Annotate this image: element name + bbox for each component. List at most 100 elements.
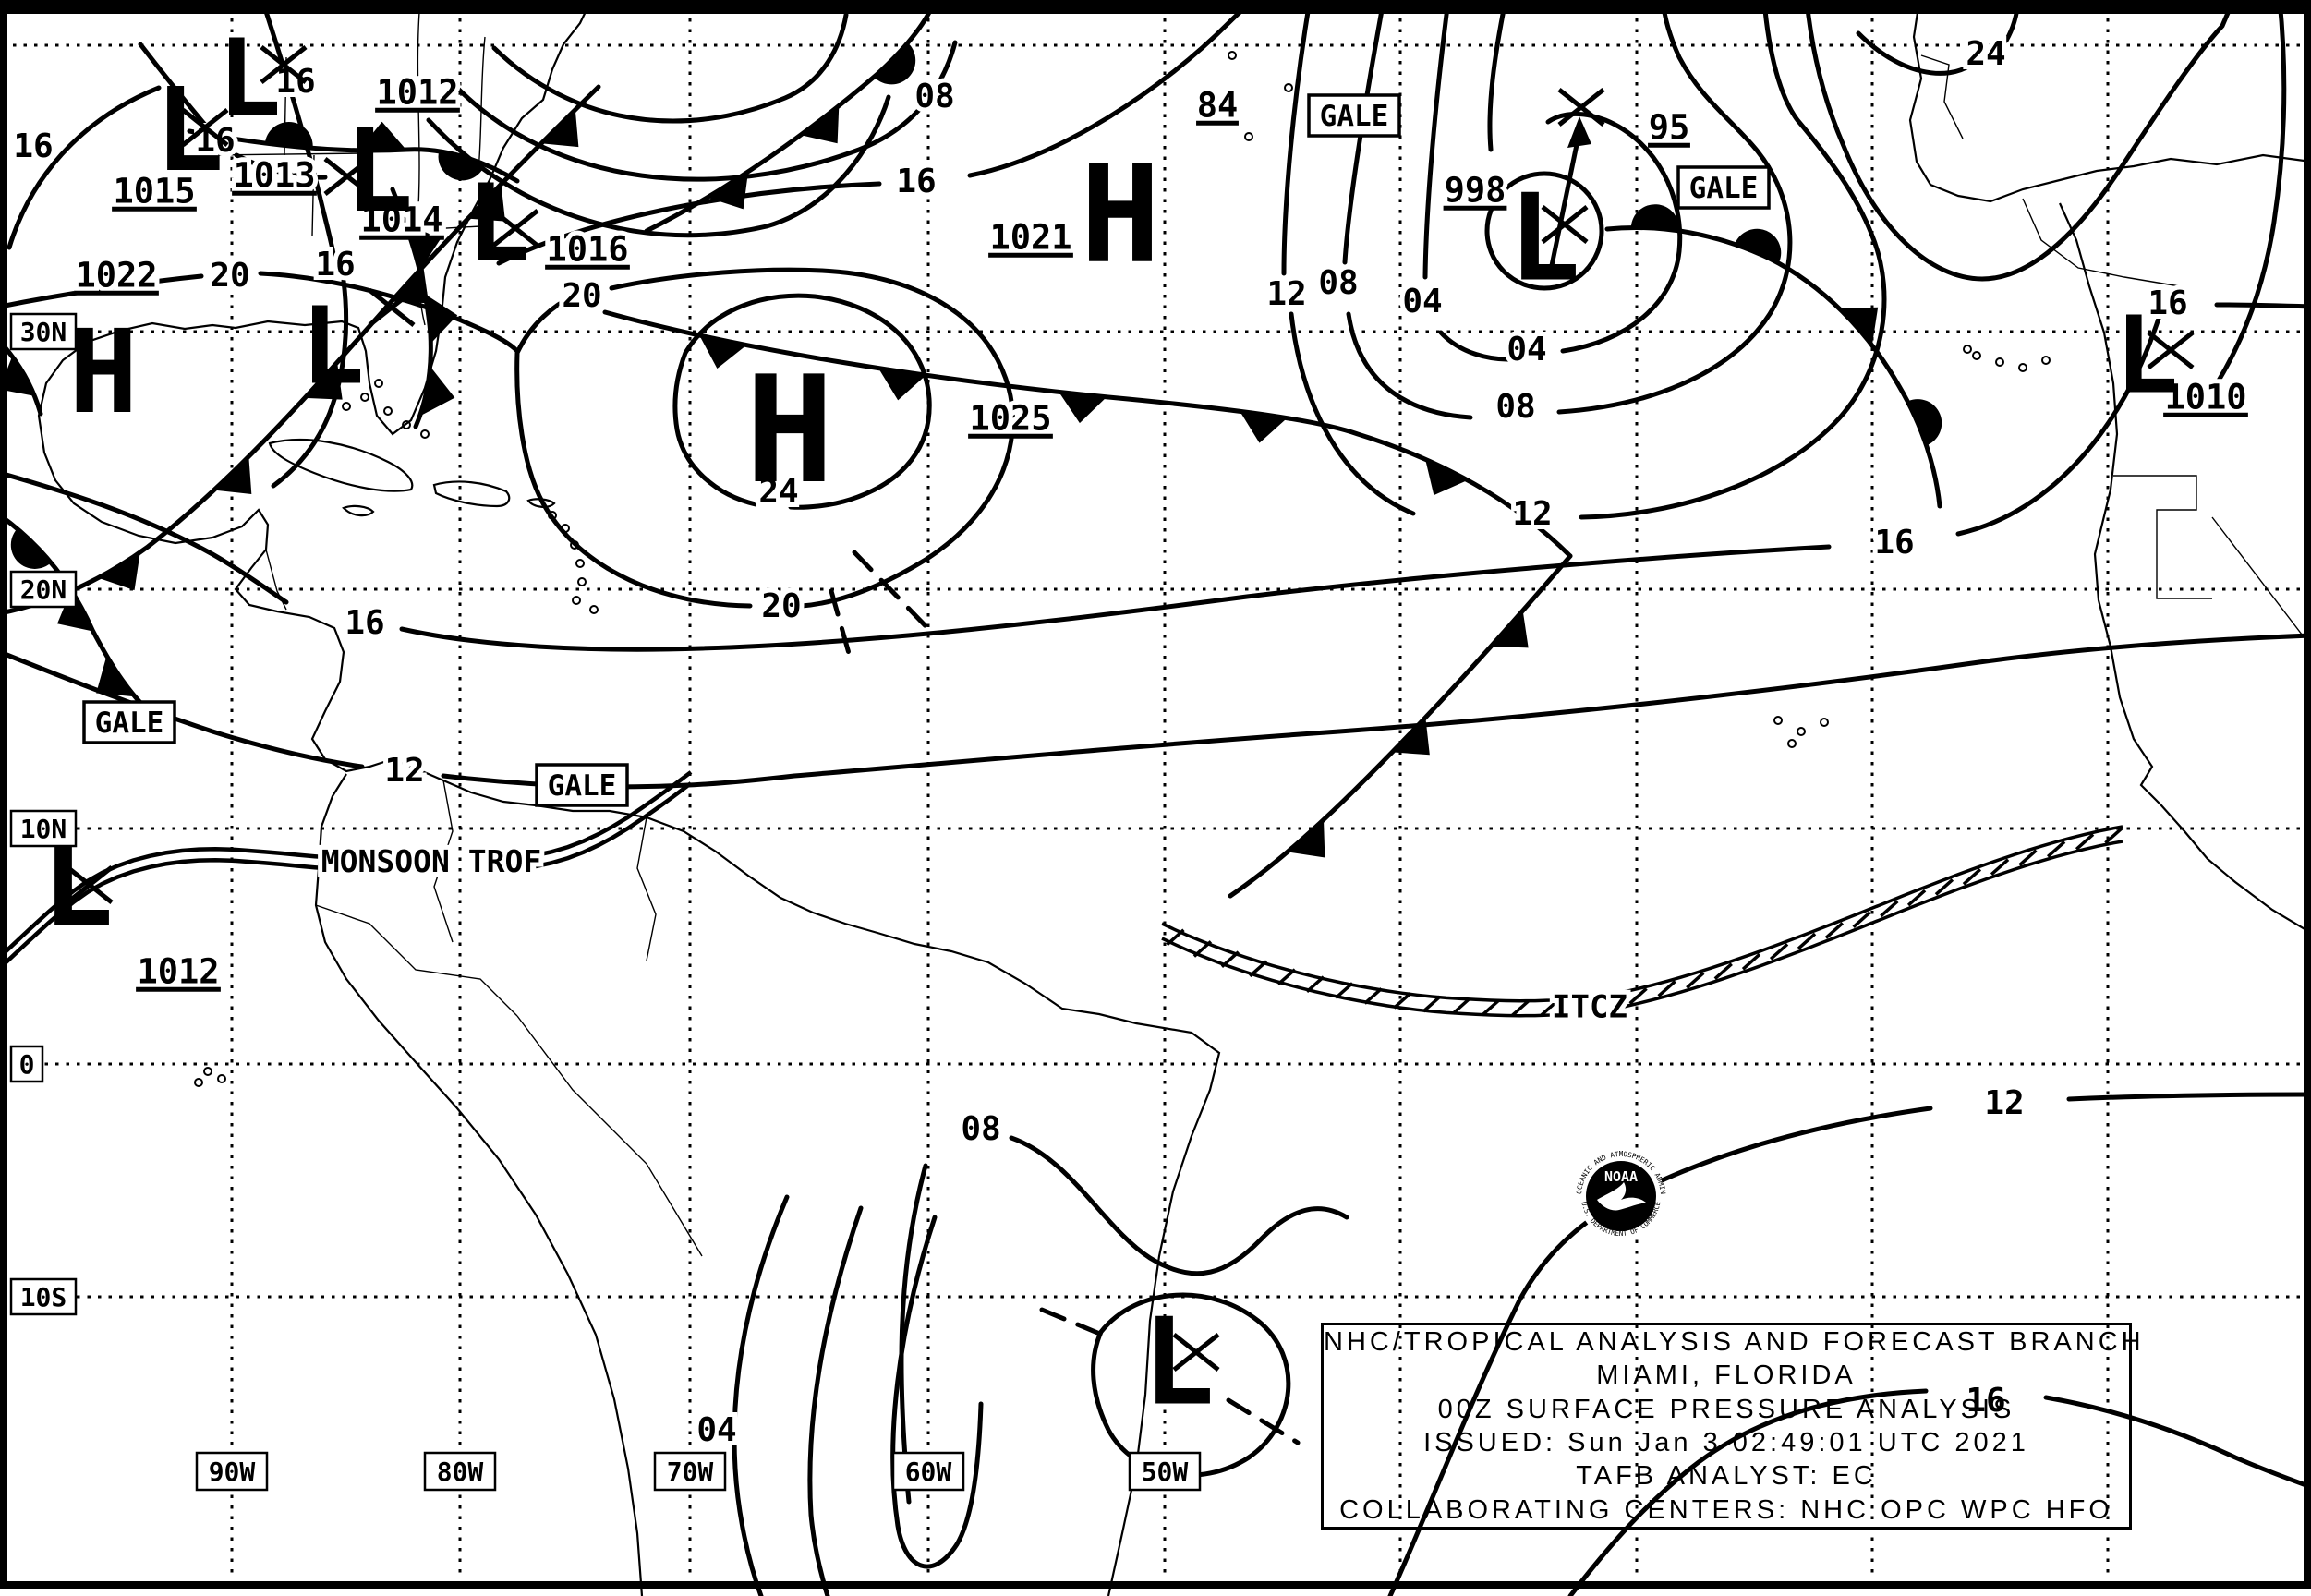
credit-line: TAFB ANALYST: EC bbox=[1576, 1461, 1877, 1492]
island bbox=[217, 1074, 226, 1083]
annotation-label: MONSOON TROF bbox=[321, 843, 541, 879]
low-position-x bbox=[1172, 1333, 1220, 1372]
cold-front-triangle bbox=[426, 295, 458, 343]
island bbox=[2041, 356, 2051, 365]
low-position-x bbox=[66, 865, 114, 904]
isobar bbox=[732, 1194, 790, 1596]
warm-front-semicircle bbox=[1735, 228, 1782, 263]
longitude-label-box: 50W bbox=[1128, 1451, 1202, 1492]
itcz-hatch bbox=[1276, 968, 1297, 986]
credit-box: NHC/TROPICAL ANALYSIS AND FORECAST BRANC… bbox=[1321, 1323, 2145, 1530]
monsoon-trough-line bbox=[0, 846, 326, 959]
isobar-value-label: 16 bbox=[896, 163, 936, 200]
credit-line: ISSUED: Sun Jan 3 02:49:01 UTC 2021 bbox=[1423, 1427, 2029, 1457]
cold-front-triangle bbox=[699, 335, 747, 369]
itcz-hatch bbox=[1824, 922, 1845, 939]
longitude-label-box: 60W bbox=[891, 1451, 965, 1492]
movement-arrow bbox=[1546, 130, 1582, 280]
longitude-box-border bbox=[423, 1451, 497, 1492]
isobar bbox=[1422, 0, 1683, 362]
graticule bbox=[13, 18, 2300, 1574]
isobar-value-label: 08 bbox=[1318, 264, 1358, 302]
island bbox=[589, 605, 599, 614]
high-pressure-symbol: H bbox=[68, 306, 138, 440]
itcz-band bbox=[1161, 825, 2123, 1018]
pressure-center-label: 1022 bbox=[75, 256, 157, 296]
itcz-hatch bbox=[1166, 928, 1185, 947]
itcz-hatch bbox=[1741, 952, 1761, 971]
itcz-hatch bbox=[1934, 878, 1954, 896]
isobar-value-label: 16 bbox=[315, 246, 355, 284]
island bbox=[1963, 345, 1972, 354]
longitude-label: 90W bbox=[209, 1457, 256, 1487]
pressure-center-label: 1025 bbox=[969, 399, 1051, 439]
longitude-box-border bbox=[195, 1451, 269, 1492]
gale-warning-box: GALE bbox=[1676, 165, 1771, 210]
itcz-hatch bbox=[1628, 987, 1648, 1005]
monsoon-trough bbox=[0, 770, 693, 970]
island bbox=[1228, 51, 1237, 60]
gale-label: GALE bbox=[1689, 172, 1759, 205]
pressure-center-label: 1013 bbox=[233, 156, 315, 196]
itcz-hatch bbox=[1481, 998, 1501, 1017]
warm-front-semicircle bbox=[264, 122, 313, 149]
coastline bbox=[432, 480, 511, 508]
itcz-hatch bbox=[1335, 982, 1354, 999]
cold-front-triangle bbox=[358, 121, 407, 151]
island bbox=[1787, 739, 1797, 748]
high-pressure-symbol: H bbox=[1080, 138, 1160, 294]
isobar bbox=[2216, 0, 2287, 383]
isobar-value-label: 08 bbox=[914, 78, 954, 115]
credit-line: MIAMI, FLORIDA bbox=[1596, 1360, 1857, 1391]
coastline bbox=[37, 0, 1221, 1596]
island bbox=[194, 1078, 203, 1087]
itcz-hatch bbox=[1797, 932, 1817, 950]
warm-front-semicircle bbox=[874, 42, 916, 85]
island bbox=[572, 596, 581, 605]
country-border bbox=[2211, 516, 2311, 647]
gale-box-border bbox=[535, 763, 629, 807]
itcz-hatch bbox=[1906, 889, 1927, 907]
latitude-box-border bbox=[9, 312, 78, 351]
cold-front-triangle bbox=[57, 588, 94, 632]
isobar bbox=[1342, 0, 1793, 420]
itcz-hatch bbox=[1990, 858, 2010, 876]
isobar bbox=[1487, 0, 1508, 152]
itcz-hatch bbox=[1249, 960, 1268, 978]
latitude-label: 10S bbox=[20, 1282, 67, 1312]
island bbox=[420, 429, 430, 439]
itcz-hatch bbox=[1220, 950, 1240, 968]
monsoon-trough-line bbox=[535, 770, 693, 858]
island bbox=[374, 379, 383, 388]
pressure-center-label: 1012 bbox=[137, 952, 219, 992]
longitude-label-box: 80W bbox=[423, 1451, 497, 1492]
cold-front-triangle bbox=[0, 354, 37, 397]
country-border bbox=[265, 549, 287, 611]
credit-line: NHC/TROPICAL ANALYSIS AND FORECAST BRANC… bbox=[1324, 1327, 2145, 1357]
country-border bbox=[636, 816, 657, 961]
itcz-hatch bbox=[1686, 972, 1705, 989]
isobar-value-label: 12 bbox=[1984, 1084, 2024, 1122]
isobar bbox=[426, 94, 891, 238]
warm-front-semicircle bbox=[1908, 399, 1942, 446]
latitude-label-box: 10S bbox=[9, 1277, 78, 1316]
isobar-value-label: 12 bbox=[1266, 275, 1306, 313]
isobar bbox=[260, 0, 349, 489]
isobar bbox=[1091, 1292, 1291, 1478]
country-border bbox=[315, 904, 518, 1017]
low-pressure-symbol: L bbox=[2114, 294, 2178, 417]
latitude-box-border bbox=[9, 570, 78, 609]
trough-line bbox=[1226, 1397, 1301, 1445]
low-position-x bbox=[1541, 205, 1589, 244]
gale-box-border bbox=[1307, 93, 1401, 138]
high-pressure-symbol: H bbox=[745, 344, 834, 516]
latitude-label: 10N bbox=[20, 814, 67, 844]
cold-front-triangle bbox=[540, 109, 579, 148]
isobar-value-label: 16 bbox=[345, 604, 384, 642]
island bbox=[342, 402, 351, 411]
country-border bbox=[2113, 475, 2212, 599]
low-position-x bbox=[260, 45, 308, 84]
latitude-label: 20N bbox=[20, 574, 67, 605]
